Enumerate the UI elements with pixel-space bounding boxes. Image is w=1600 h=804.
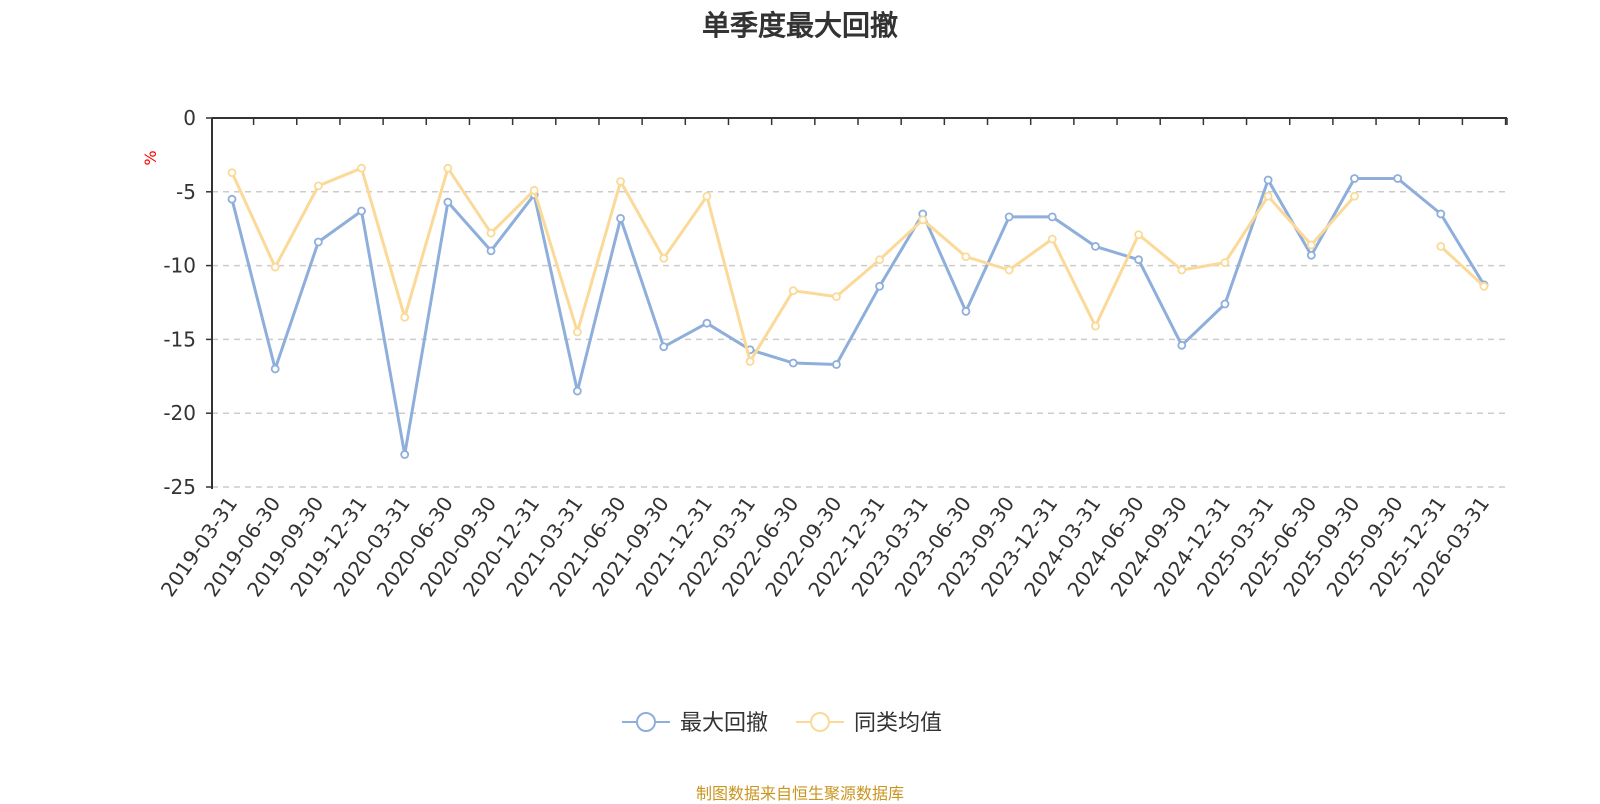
series-2-point[interactable] — [1091, 321, 1100, 331]
series-2-point[interactable] — [357, 163, 366, 173]
y-tick-label: -20 — [163, 401, 196, 425]
series-1-point[interactable] — [572, 386, 582, 396]
y-tick-label: -15 — [163, 327, 196, 351]
series-2-point[interactable] — [702, 191, 712, 201]
series-1-point[interactable] — [875, 281, 884, 291]
y-tick-label: 0 — [183, 106, 196, 130]
series-1-point[interactable] — [227, 194, 237, 204]
y-tick-label: -5 — [176, 180, 196, 204]
series-2-point[interactable] — [788, 286, 798, 296]
legend-marker-1[interactable] — [636, 712, 656, 732]
series-2-point[interactable] — [918, 215, 928, 225]
gridlines — [212, 191, 1507, 488]
series-1-point[interactable] — [270, 364, 280, 374]
series-1-point[interactable] — [702, 318, 712, 328]
chart-title: 单季度最大回撤 — [701, 9, 898, 42]
series-2-point[interactable] — [572, 327, 582, 337]
series-2-point[interactable] — [1436, 242, 1446, 251]
series-2-point[interactable] — [832, 292, 841, 301]
series-2-point[interactable] — [659, 253, 669, 263]
series-2-point[interactable] — [875, 255, 884, 265]
series-1-point[interactable] — [1350, 174, 1359, 183]
series-1-point[interactable] — [1393, 174, 1403, 183]
axes: 0-5-10-15-20-25%2019-03-312019-06-302019… — [141, 106, 1508, 601]
series-line-1 — [230, 177, 1486, 456]
y-tick-label: -10 — [163, 254, 196, 278]
series-2-point[interactable] — [313, 181, 323, 191]
series-2-point[interactable] — [227, 168, 237, 178]
series-2-point[interactable] — [616, 177, 625, 186]
legend-label-1[interactable]: 最大回撤 — [680, 711, 768, 736]
series-1-point[interactable] — [616, 213, 625, 223]
series-1-point[interactable] — [443, 197, 453, 207]
series-1-point[interactable] — [1091, 242, 1100, 251]
series-2-point[interactable] — [1306, 240, 1316, 250]
series-1-point[interactable] — [400, 450, 410, 459]
series-2-point[interactable] — [961, 252, 971, 262]
legend[interactable]: 最大回撤 同类均值 — [622, 711, 942, 736]
series-1-point[interactable] — [1263, 175, 1273, 185]
series-2-point[interactable] — [745, 357, 755, 366]
series-2-point[interactable] — [1479, 281, 1489, 291]
series-1-point[interactable] — [1306, 250, 1316, 260]
series-1-point[interactable] — [832, 360, 841, 369]
series-2-point[interactable] — [1263, 191, 1273, 201]
series-1-point[interactable] — [788, 358, 798, 368]
series-1-point[interactable] — [1220, 299, 1230, 309]
series-2-point[interactable] — [1004, 265, 1014, 275]
series-2-point[interactable] — [270, 262, 280, 272]
legend-marker-2[interactable] — [810, 712, 830, 732]
series-1-point[interactable] — [961, 306, 971, 316]
series-1-point[interactable] — [1436, 209, 1446, 219]
series-1-point[interactable] — [1134, 255, 1144, 265]
series-line-2 — [1439, 244, 1486, 288]
series-1-point[interactable] — [1004, 212, 1014, 222]
series-2-point[interactable] — [1134, 230, 1144, 240]
series-2-point[interactable] — [529, 185, 539, 195]
series-1-point[interactable] — [1047, 212, 1057, 222]
series-2-point[interactable] — [1220, 258, 1230, 268]
series-2-point[interactable] — [443, 163, 453, 173]
series-1-point[interactable] — [313, 237, 323, 247]
legend-label-2[interactable]: 同类均值 — [854, 711, 942, 736]
data-source-note: 制图数据来自恒生聚源数据库 — [695, 784, 904, 803]
series-2-point[interactable] — [1350, 191, 1359, 201]
series-1-point[interactable] — [659, 342, 669, 352]
y-axis-label: % — [141, 150, 160, 165]
series-2-point[interactable] — [1177, 265, 1187, 275]
series-2-point[interactable] — [1047, 234, 1057, 244]
series-1-point[interactable] — [486, 246, 496, 256]
series-1-point[interactable] — [357, 206, 366, 216]
series-layer — [227, 163, 1489, 459]
series-2-point[interactable] — [400, 312, 410, 322]
series-1-point[interactable] — [1177, 340, 1187, 350]
y-tick-label: -25 — [163, 475, 196, 499]
series-2-point[interactable] — [486, 228, 496, 238]
